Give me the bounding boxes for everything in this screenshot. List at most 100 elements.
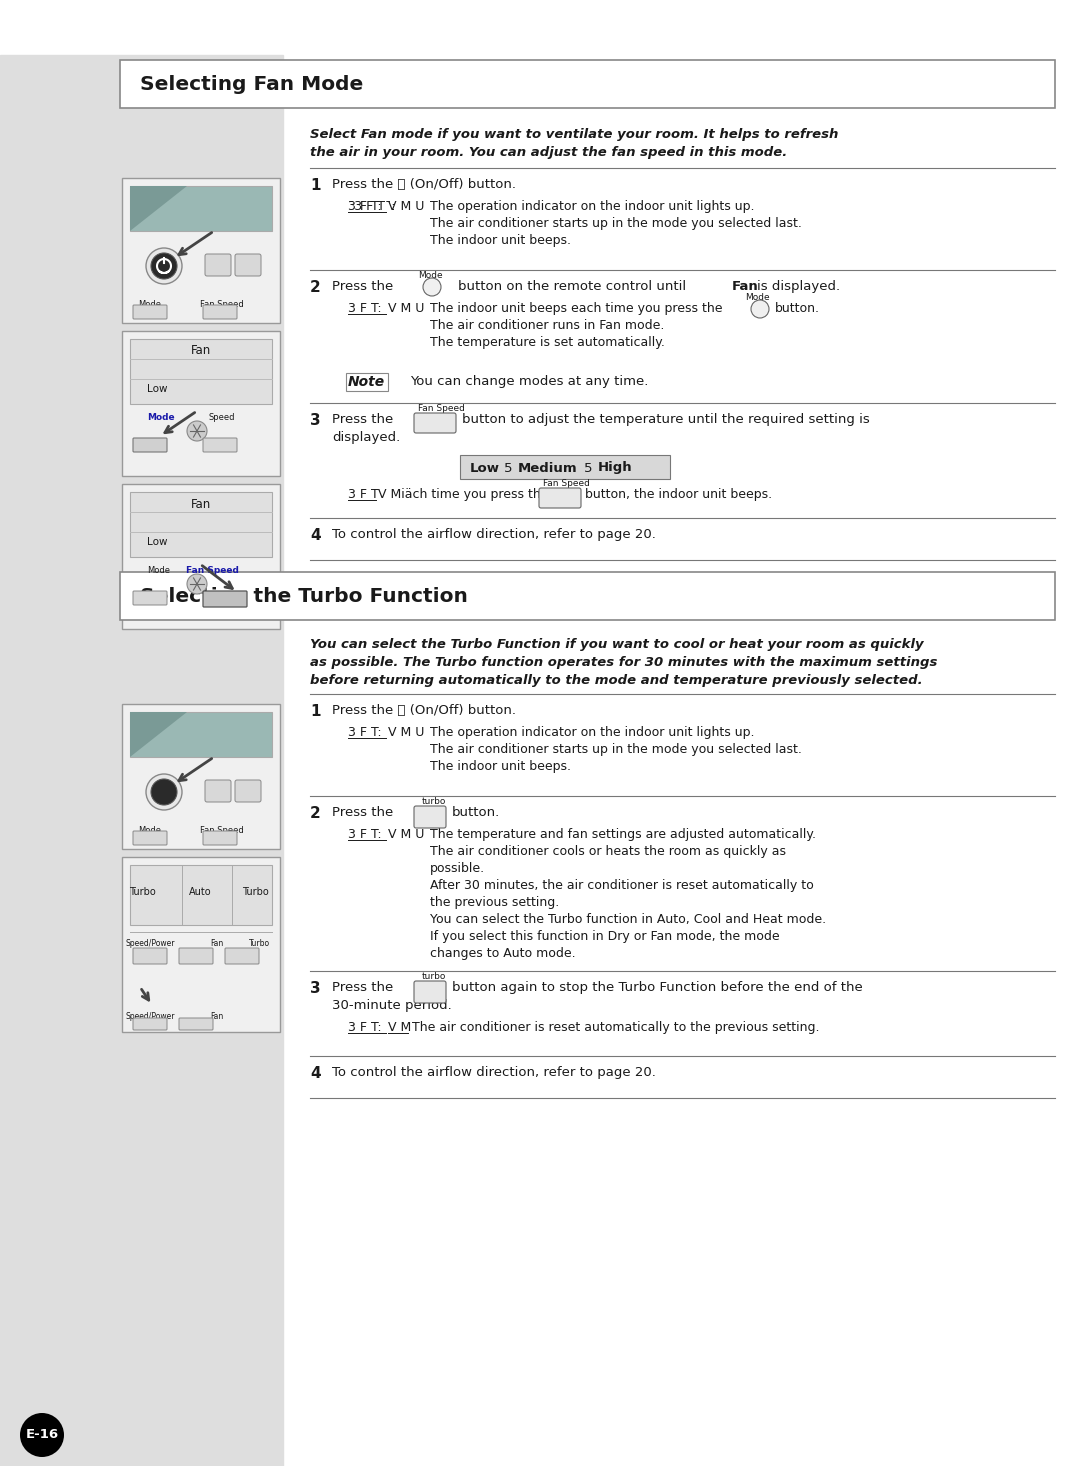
Text: Fan: Fan xyxy=(211,1012,224,1020)
Circle shape xyxy=(751,301,769,318)
FancyBboxPatch shape xyxy=(205,254,231,276)
Text: Press the: Press the xyxy=(332,981,393,994)
Text: Mode: Mode xyxy=(147,566,170,575)
Text: You can change modes at any time.: You can change modes at any time. xyxy=(410,375,648,388)
Circle shape xyxy=(146,774,183,811)
Text: If you select this function in Dry or Fan mode, the mode: If you select this function in Dry or Fa… xyxy=(430,929,780,943)
Polygon shape xyxy=(130,712,187,756)
Bar xyxy=(130,339,272,405)
Bar xyxy=(122,484,280,629)
Bar xyxy=(130,712,272,756)
Text: Press the: Press the xyxy=(332,280,393,293)
Text: To control the airflow direction, refer to page 20.: To control the airflow direction, refer … xyxy=(332,1066,656,1079)
Text: The air conditioner runs in Fan mode.: The air conditioner runs in Fan mode. xyxy=(430,320,664,331)
Text: 3: 3 xyxy=(310,981,321,995)
Text: V M U: V M U xyxy=(388,302,424,315)
Text: V M U: V M U xyxy=(388,828,424,841)
FancyBboxPatch shape xyxy=(539,488,581,509)
Text: button on the remote control until: button on the remote control until xyxy=(458,280,686,293)
Text: 2: 2 xyxy=(310,806,321,821)
Text: 2: 2 xyxy=(310,280,321,295)
Text: Mode: Mode xyxy=(138,301,162,309)
Text: Speed/Power: Speed/Power xyxy=(125,940,175,949)
Polygon shape xyxy=(130,186,187,232)
Text: Mode: Mode xyxy=(418,271,443,280)
Text: Fan: Fan xyxy=(211,940,224,949)
Text: Fan: Fan xyxy=(732,280,759,293)
Bar xyxy=(120,572,1055,620)
Text: Turbo: Turbo xyxy=(129,887,156,897)
Text: ¯3 F T¯:: ¯3 F T¯: xyxy=(348,199,395,213)
Text: High: High xyxy=(598,462,633,475)
Bar xyxy=(0,56,283,1466)
FancyBboxPatch shape xyxy=(203,831,237,844)
Bar xyxy=(130,865,272,925)
Text: button.: button. xyxy=(453,806,500,819)
Text: Turbo: Turbo xyxy=(249,940,271,949)
Text: displayed.: displayed. xyxy=(332,431,401,444)
FancyBboxPatch shape xyxy=(205,780,231,802)
Text: Mode: Mode xyxy=(745,293,770,302)
Text: 3 F T:: 3 F T: xyxy=(348,1020,381,1034)
FancyBboxPatch shape xyxy=(414,806,446,828)
FancyBboxPatch shape xyxy=(179,949,213,965)
Bar xyxy=(122,858,280,1032)
Text: Fan Speed: Fan Speed xyxy=(200,301,244,309)
Text: 3 F T:: 3 F T: xyxy=(348,828,381,841)
Text: 3 F T: 3 F T xyxy=(348,488,379,501)
Text: 1: 1 xyxy=(310,177,321,194)
Text: After 30 minutes, the air conditioner is reset automatically to: After 30 minutes, the air conditioner is… xyxy=(430,880,813,891)
Text: The indoor unit beeps.: The indoor unit beeps. xyxy=(430,235,571,246)
FancyBboxPatch shape xyxy=(414,981,446,1003)
Text: 5: 5 xyxy=(584,462,593,475)
Bar xyxy=(346,372,388,391)
Text: Selecting Fan Mode: Selecting Fan Mode xyxy=(140,75,363,94)
FancyBboxPatch shape xyxy=(235,254,261,276)
Text: The temperature and fan settings are adjusted automatically.: The temperature and fan settings are adj… xyxy=(430,828,816,841)
Text: possible.: possible. xyxy=(430,862,485,875)
Text: before returning automatically to the mode and temperature previously selected.: before returning automatically to the mo… xyxy=(310,674,922,688)
Text: turbo: turbo xyxy=(422,972,446,981)
Text: The indoor unit beeps each time you press the: The indoor unit beeps each time you pres… xyxy=(430,302,723,315)
Text: 4: 4 xyxy=(310,1066,321,1080)
Bar xyxy=(460,454,670,479)
Bar xyxy=(130,493,272,557)
Text: The temperature is set automatically.: The temperature is set automatically. xyxy=(430,336,665,349)
Circle shape xyxy=(187,575,207,594)
Text: E-16: E-16 xyxy=(26,1428,58,1441)
FancyBboxPatch shape xyxy=(133,1017,167,1031)
FancyBboxPatch shape xyxy=(133,949,167,965)
Text: V Miäch time you press the: V Miäch time you press the xyxy=(378,488,549,501)
Circle shape xyxy=(151,778,177,805)
Text: The operation indicator on the indoor unit lights up.: The operation indicator on the indoor un… xyxy=(430,199,755,213)
Text: V M U: V M U xyxy=(388,726,424,739)
Text: Fan Speed: Fan Speed xyxy=(200,825,244,836)
Text: The air conditioner is reset automatically to the previous setting.: The air conditioner is reset automatical… xyxy=(411,1020,820,1034)
Text: Fan Speed: Fan Speed xyxy=(543,479,590,488)
Text: Low: Low xyxy=(147,384,167,394)
Text: 1: 1 xyxy=(310,704,321,718)
Circle shape xyxy=(146,248,183,284)
FancyBboxPatch shape xyxy=(235,780,261,802)
Bar xyxy=(122,331,280,476)
Bar xyxy=(130,186,272,232)
Circle shape xyxy=(423,279,441,296)
Text: Select Fan mode if you want to ventilate your room. It helps to refresh: Select Fan mode if you want to ventilate… xyxy=(310,128,838,141)
FancyBboxPatch shape xyxy=(203,438,237,452)
Text: Note: Note xyxy=(348,375,386,388)
Text: 5: 5 xyxy=(504,462,513,475)
Text: 3 F T:: 3 F T: xyxy=(348,726,381,739)
Text: Fan: Fan xyxy=(191,497,211,510)
Text: Mode: Mode xyxy=(147,413,175,422)
Text: The air conditioner starts up in the mode you selected last.: The air conditioner starts up in the mod… xyxy=(430,743,801,756)
Text: 3 F T:: 3 F T: xyxy=(348,302,381,315)
Text: Press the ⓧ (On/Off) button.: Press the ⓧ (On/Off) button. xyxy=(332,704,516,717)
Bar xyxy=(122,704,280,849)
Circle shape xyxy=(187,421,207,441)
Text: To control the airflow direction, refer to page 20.: To control the airflow direction, refer … xyxy=(332,528,656,541)
Text: button to adjust the temperature until the required setting is: button to adjust the temperature until t… xyxy=(462,413,869,427)
Text: is displayed.: is displayed. xyxy=(757,280,840,293)
Text: Low: Low xyxy=(470,462,500,475)
FancyBboxPatch shape xyxy=(133,305,167,320)
Text: as possible. The Turbo function operates for 30 minutes with the maximum setting: as possible. The Turbo function operates… xyxy=(310,655,937,668)
